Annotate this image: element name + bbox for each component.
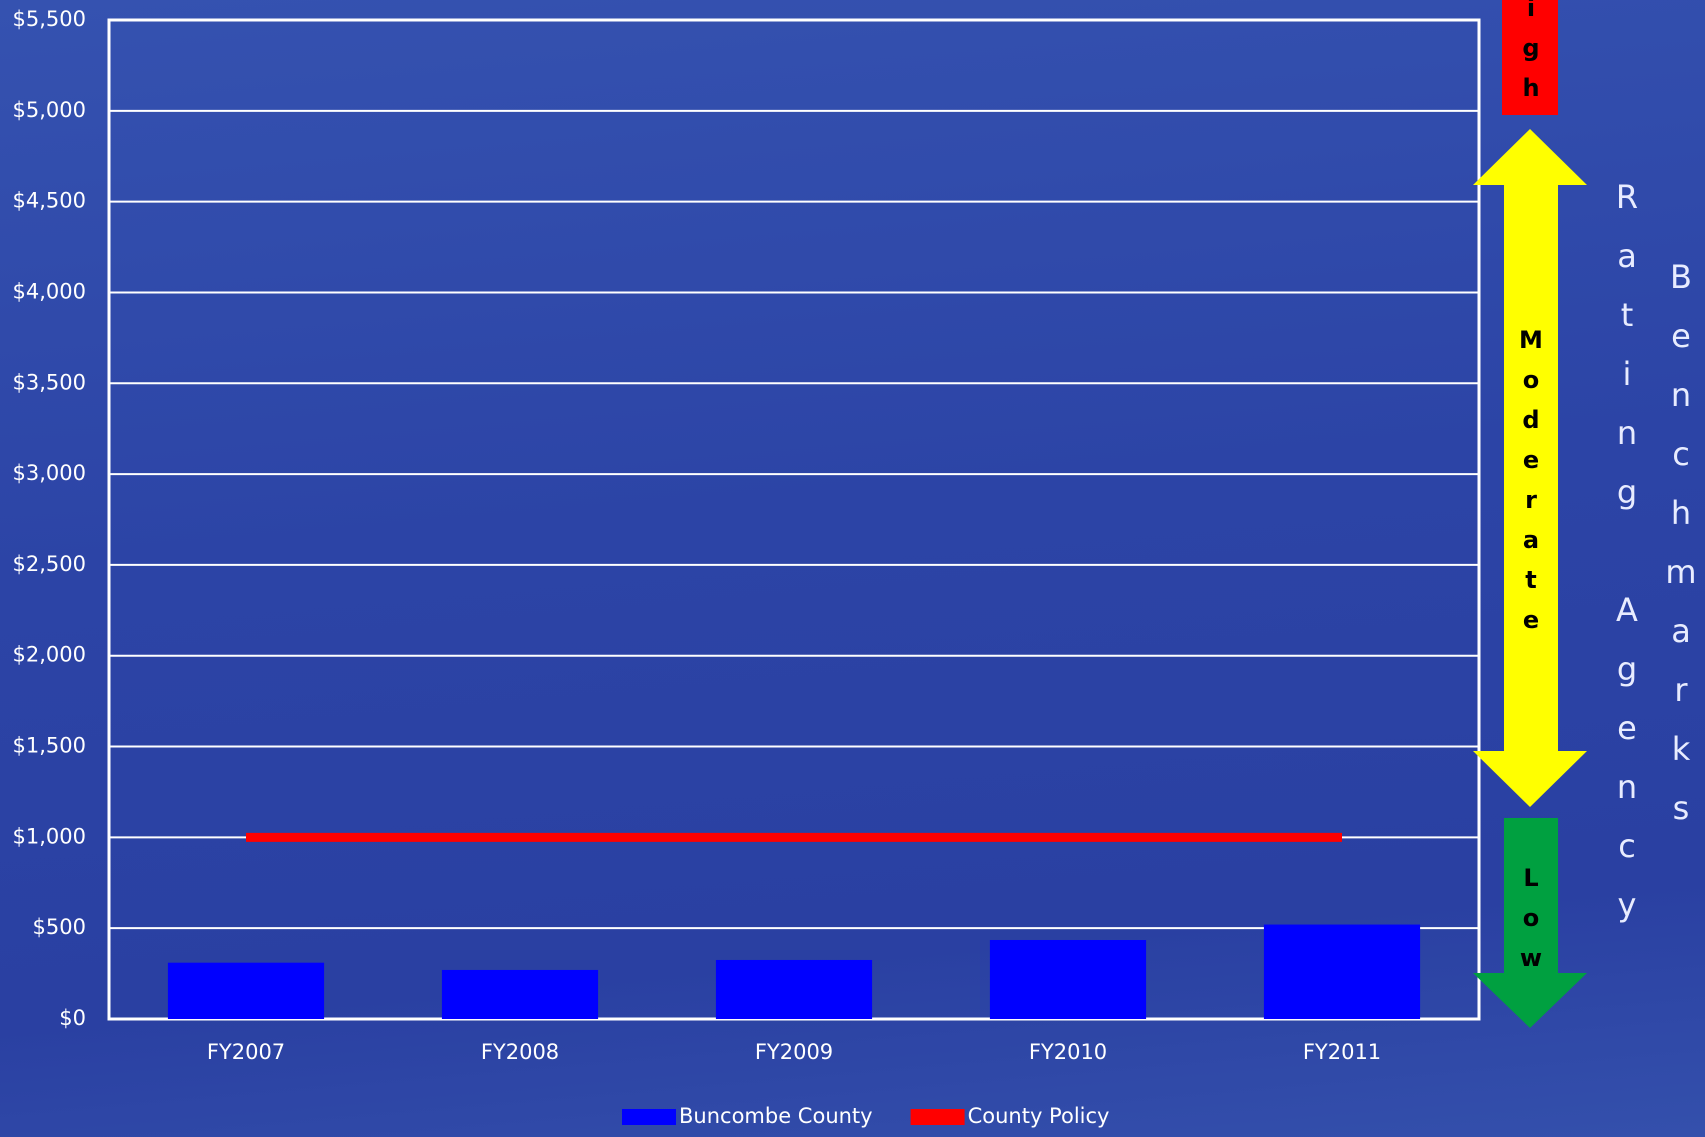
y-tick-label: $5,500 (13, 7, 86, 31)
bar (989, 939, 1147, 1019)
low-arrow (1473, 818, 1587, 1028)
legend-label: County Policy (968, 1104, 1110, 1128)
rating-agency-label: Rating Agency (1608, 178, 1646, 945)
y-tick-label: $4,000 (13, 279, 86, 303)
low-label: Low (1517, 864, 1545, 984)
bar (167, 962, 325, 1019)
moderate-arrow (1473, 129, 1587, 807)
high-label: High (1517, 0, 1545, 114)
y-tick-label: $3,500 (13, 370, 86, 394)
benchmarks-label: Benchmarks (1662, 258, 1700, 848)
x-tick-label: FY2009 (755, 1040, 833, 1064)
y-tick-label: $1,500 (13, 734, 86, 758)
moderate-label: Moderate (1517, 326, 1545, 646)
x-tick-label: FY2008 (481, 1040, 559, 1064)
y-tick-label: $3,000 (13, 461, 86, 485)
y-tick-label: $500 (33, 915, 86, 939)
x-tick-label: FY2011 (1303, 1040, 1381, 1064)
bar (715, 959, 873, 1019)
y-tick-label: $2,000 (13, 643, 86, 667)
legend-label: Buncombe County (679, 1104, 873, 1128)
x-tick-label: FY2007 (207, 1040, 285, 1064)
y-tick-label: $0 (59, 1006, 86, 1030)
x-tick-label: FY2010 (1029, 1040, 1107, 1064)
legend: Buncombe County County Policy (622, 1104, 1109, 1128)
y-tick-label: $1,000 (13, 824, 86, 848)
bar (1263, 924, 1421, 1019)
legend-swatch (622, 1109, 676, 1125)
plot-frame (107, 18, 1481, 1021)
y-tick-label: $5,000 (13, 98, 86, 122)
y-tick-label: $2,500 (13, 552, 86, 576)
legend-swatch (910, 1109, 965, 1125)
high-band (1502, 0, 1558, 115)
y-tick-label: $4,500 (13, 189, 86, 213)
bar (441, 969, 599, 1019)
